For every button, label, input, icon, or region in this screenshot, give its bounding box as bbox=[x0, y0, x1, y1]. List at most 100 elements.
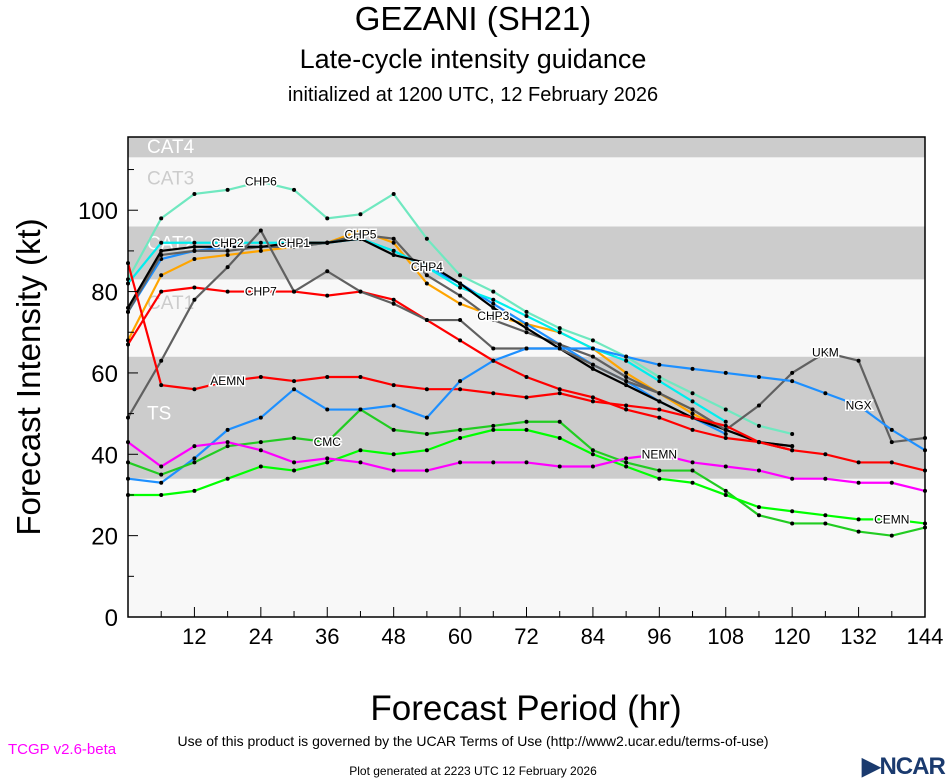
data-point bbox=[358, 407, 363, 412]
data-point bbox=[391, 240, 396, 245]
data-point bbox=[624, 358, 629, 363]
data-point bbox=[557, 436, 562, 441]
data-point bbox=[624, 456, 629, 461]
series-label-chp7: CHP7 bbox=[245, 285, 277, 299]
data-point bbox=[889, 480, 894, 485]
data-point bbox=[325, 407, 330, 412]
data-point bbox=[657, 379, 662, 384]
series-label-ukm: UKM bbox=[812, 346, 839, 360]
data-point bbox=[159, 240, 164, 245]
data-point bbox=[657, 476, 662, 481]
data-point bbox=[258, 248, 263, 253]
data-point bbox=[491, 301, 496, 306]
data-point bbox=[624, 383, 629, 388]
y-tick-label: 20 bbox=[91, 524, 118, 551]
data-point bbox=[358, 448, 363, 453]
data-point bbox=[624, 375, 629, 379]
data-point bbox=[159, 358, 164, 363]
data-point bbox=[856, 403, 861, 408]
data-point bbox=[424, 448, 429, 453]
data-point bbox=[424, 431, 429, 436]
data-point bbox=[889, 427, 894, 432]
data-point bbox=[690, 480, 695, 485]
data-point bbox=[192, 285, 197, 290]
data-point bbox=[823, 476, 828, 481]
data-point bbox=[225, 379, 230, 384]
series-label-ngx: NGX bbox=[846, 398, 872, 412]
data-point bbox=[756, 440, 761, 445]
data-point bbox=[258, 240, 263, 245]
data-point bbox=[325, 269, 330, 274]
data-point bbox=[491, 358, 496, 363]
data-point bbox=[192, 240, 197, 245]
data-point bbox=[889, 517, 894, 522]
data-point bbox=[524, 427, 529, 432]
data-point bbox=[657, 452, 662, 457]
data-point bbox=[856, 358, 861, 363]
data-point bbox=[756, 423, 761, 428]
data-point bbox=[258, 464, 263, 469]
version-label: TCGP v2.6-beta bbox=[8, 741, 117, 758]
data-point bbox=[358, 228, 363, 233]
data-point bbox=[292, 187, 297, 192]
band-ts bbox=[128, 356, 925, 479]
data-point bbox=[391, 236, 396, 241]
data-point bbox=[159, 464, 164, 469]
data-point bbox=[690, 407, 695, 412]
data-point bbox=[192, 456, 197, 461]
data-point bbox=[723, 427, 728, 432]
x-tick-label: 36 bbox=[315, 624, 339, 649]
ncar-logo: ▶NCAR bbox=[862, 753, 946, 780]
data-point bbox=[756, 403, 761, 408]
data-point bbox=[491, 289, 496, 294]
data-point bbox=[325, 216, 330, 221]
band-label: CAT4 bbox=[147, 137, 195, 158]
data-point bbox=[225, 252, 230, 257]
data-point bbox=[690, 460, 695, 465]
x-tick-label: 24 bbox=[249, 624, 273, 649]
x-tick-label: 48 bbox=[381, 624, 405, 649]
init-time: initialized at 1200 UTC, 12 February 202… bbox=[287, 84, 659, 106]
data-point bbox=[856, 517, 861, 522]
data-point bbox=[491, 460, 496, 465]
data-point bbox=[258, 415, 263, 420]
data-point bbox=[524, 419, 529, 424]
data-point bbox=[690, 391, 695, 396]
data-point bbox=[524, 322, 529, 327]
x-tick-label: 12 bbox=[182, 624, 206, 649]
data-point bbox=[192, 257, 197, 262]
data-point bbox=[823, 452, 828, 457]
series-label-chp2: CHP2 bbox=[212, 236, 244, 250]
chart-subtitle: Late-cycle intensity guidance bbox=[299, 44, 647, 74]
data-point bbox=[458, 293, 463, 298]
data-point bbox=[756, 375, 761, 379]
data-point bbox=[690, 427, 695, 432]
data-point bbox=[657, 362, 662, 367]
data-point bbox=[756, 468, 761, 473]
data-point bbox=[225, 248, 230, 253]
data-point bbox=[192, 244, 197, 249]
data-point bbox=[192, 248, 197, 253]
data-point bbox=[458, 460, 463, 465]
data-point bbox=[258, 228, 263, 233]
data-point bbox=[458, 387, 463, 392]
x-tick-label: 72 bbox=[514, 624, 538, 649]
data-point bbox=[624, 407, 629, 412]
data-point bbox=[590, 464, 595, 469]
data-point bbox=[823, 513, 828, 518]
data-point bbox=[458, 379, 463, 384]
data-point bbox=[225, 289, 230, 294]
data-point bbox=[225, 440, 230, 445]
chart-title: GEZANI (SH21) bbox=[354, 0, 592, 37]
data-point bbox=[491, 297, 496, 302]
data-point bbox=[889, 533, 894, 538]
series-label-cemn: CEMN bbox=[874, 512, 909, 526]
data-point bbox=[524, 375, 529, 379]
data-point bbox=[790, 448, 795, 453]
data-point bbox=[657, 391, 662, 396]
data-point bbox=[159, 472, 164, 477]
data-point bbox=[524, 395, 529, 400]
data-point bbox=[458, 273, 463, 278]
data-point bbox=[325, 460, 330, 465]
data-point bbox=[391, 248, 396, 253]
